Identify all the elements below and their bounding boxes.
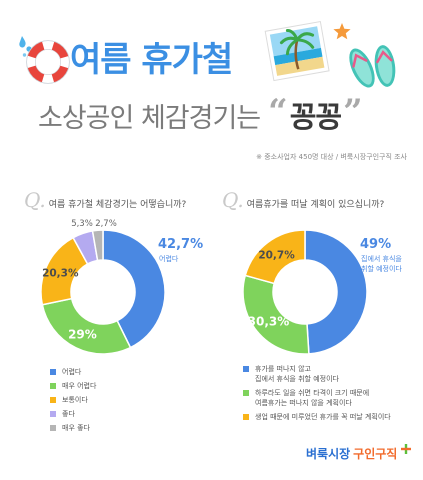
legend-label-line: 생업 때문에 미루었던 휴가를 꼭 떠날 계획이다 <box>255 413 391 421</box>
flip-flops-icon <box>349 45 396 88</box>
legend-swatch <box>243 366 249 372</box>
legend-item: 어렵다 <box>50 365 96 379</box>
callout-text: 취할 예정이다 <box>361 264 402 273</box>
donut-segment-3 <box>40 236 89 306</box>
q-mark: Q. <box>222 188 244 212</box>
plus-icon <box>401 439 411 458</box>
legend-swatch <box>243 390 249 396</box>
legend-swatch <box>50 383 56 389</box>
legend-swatch <box>50 369 56 375</box>
subtitle-emphasis: 꽁꽁 <box>289 100 342 134</box>
value-label: 20,3% <box>42 267 79 279</box>
donut-segment-1 <box>304 229 368 355</box>
legend-label: 하루라도 일을 쉬면 타격이 크기 때문에 여름휴가는 떠나지 않을 계획이다 <box>255 388 369 408</box>
donut-segment-2 <box>41 297 132 355</box>
page-title: 여름 휴가철 <box>70 40 233 80</box>
legend-item: 매우 좋다 <box>50 421 96 435</box>
beach-illustration <box>262 16 402 102</box>
question-left: Q. 여름 휴가철 체감경기는 어떻습니까? <box>24 188 186 212</box>
legend-swatch <box>243 414 249 420</box>
legend-label-line: 하루라도 일을 쉬면 타격이 크기 때문에 <box>255 389 370 397</box>
legend-swatch <box>50 425 56 431</box>
value-label: 29% <box>68 327 97 341</box>
donut-segment-3 <box>244 229 306 285</box>
legend-item: 보통이다 <box>50 393 96 407</box>
lifebuoy-icon <box>26 40 70 88</box>
callout-text: 어렵다 <box>159 254 179 263</box>
legend-item: 생업 때문에 미루었던 휴가를 꼭 떠날 계획이다 <box>243 412 391 422</box>
legend-label-line: 휴가를 떠나지 않고 <box>255 365 311 373</box>
legend-label: 어렵다 <box>62 368 82 376</box>
logo-brand: 벼룩시장 <box>306 447 351 461</box>
starfish-icon <box>333 23 351 40</box>
value-label: 2,7% <box>95 219 117 229</box>
beach-photo-icon <box>264 21 330 82</box>
q-mark: Q. <box>24 188 46 212</box>
subtitle: 소상공인 체감경기는 “ 꽁꽁 ” <box>38 92 363 138</box>
brand-logo: 벼룩시장 구인구직 <box>306 446 397 462</box>
legend-label: 보통이다 <box>62 396 88 404</box>
donut-chart-left: 42,7% 어렵다 29% 20,3% 5,3% 2,7% <box>40 219 203 355</box>
legend-label-line: 집에서 휴식을 취할 예정이다 <box>255 375 339 383</box>
donut-segment-1 <box>102 229 166 349</box>
donut-segment-5 <box>91 229 104 262</box>
legend-item: 휴가를 떠나지 않고 집에서 휴식을 취할 예정이다 <box>243 364 391 384</box>
donut-segment-2 <box>242 274 310 355</box>
legend-label: 휴가를 떠나지 않고 집에서 휴식을 취할 예정이다 <box>255 364 339 384</box>
value-label: 30,3% <box>248 315 290 329</box>
legend-label: 좋다 <box>62 410 75 418</box>
legend-item: 하루라도 일을 쉬면 타격이 크기 때문에 여름휴가는 떠나지 않을 계획이다 <box>243 388 391 408</box>
quote-close-mark: ” <box>343 92 363 132</box>
value-label-callout: 42,7% <box>158 237 203 252</box>
value-label: 5,3% <box>71 219 93 229</box>
question-text: 여름휴가를 떠날 계획이 있으십니까? <box>246 200 385 210</box>
legend-swatch <box>50 411 56 417</box>
legend-label: 매우 어렵다 <box>62 382 97 390</box>
legend-right: 휴가를 떠나지 않고 집에서 휴식을 취할 예정이다 하루라도 일을 쉬면 타격… <box>243 364 391 426</box>
logo-service: 구인구직 <box>353 447 398 461</box>
value-label: 20,7% <box>258 250 295 262</box>
legend-item: 매우 어렵다 <box>50 379 96 393</box>
value-label-callout: 49% <box>360 237 391 252</box>
legend-swatch <box>50 397 56 403</box>
survey-note: ※ 중소사업자 450명 대상 / 벼룩시장구인구직 조사 <box>256 153 407 161</box>
quote-open-mark: “ <box>268 92 288 132</box>
subtitle-text: 소상공인 체감경기는 <box>38 103 261 134</box>
legend-left: 어렵다 매우 어렵다 보통이다 좋다 매우 좋다 <box>50 365 96 435</box>
callout-text: 집에서 휴식을 <box>361 254 402 263</box>
legend-item: 좋다 <box>50 407 96 421</box>
legend-label-line: 여름휴가는 떠나지 않을 계획이다 <box>255 399 352 407</box>
question-text: 여름 휴가철 체감경기는 어떻습니까? <box>48 200 187 210</box>
legend-label: 매우 좋다 <box>62 424 90 432</box>
legend-label: 생업 때문에 미루었던 휴가를 꼭 떠날 계획이다 <box>255 412 391 422</box>
donut-segment-4 <box>72 230 99 265</box>
question-right: Q. 여름휴가를 떠날 계획이 있으십니까? <box>222 188 384 212</box>
